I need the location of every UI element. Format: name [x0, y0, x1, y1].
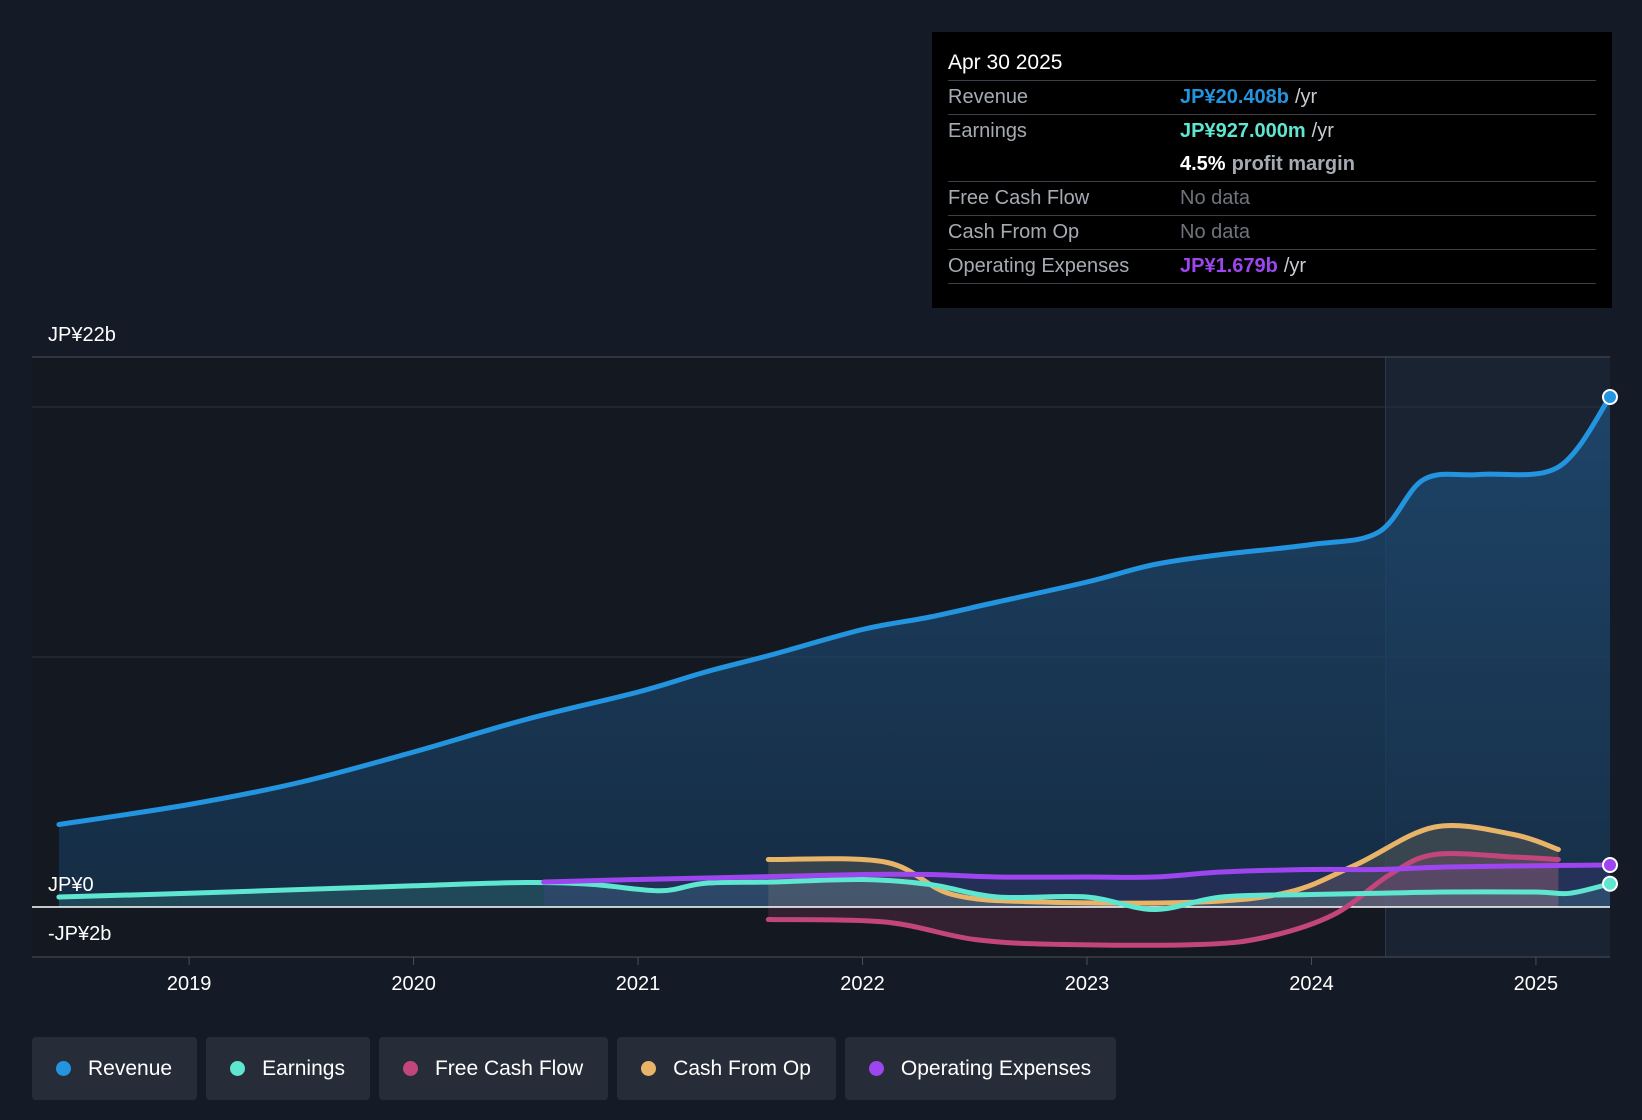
- y-axis-label: JP¥0: [48, 874, 94, 896]
- tooltip-panel: Apr 30 2025 Revenue JP¥20.408b /yr Earni…: [932, 32, 1612, 308]
- tooltip-label: Cash From Op: [948, 221, 1080, 243]
- chart-canvas: JP¥22b JP¥0 -JP¥2b 2019 2020 2021 2022 2023 2024…: [32, 324, 1618, 995]
- tooltip-margin-text: profit margin: [1231, 153, 1355, 175]
- legend-label: Free Cash Flow: [434, 1056, 584, 1080]
- legend-item-earnings[interactable]: Earnings: [206, 1037, 370, 1100]
- tooltip-cfo-value: No data: [1180, 221, 1251, 243]
- tooltip-row-earnings: Earnings JP¥927.000m /yr: [948, 114, 1596, 148]
- tooltip-revenue-value: JP¥20.408b: [1180, 86, 1289, 108]
- x-tick-label: 2022: [840, 973, 885, 995]
- x-tick-label: 2023: [1065, 973, 1110, 995]
- tooltip-label: Free Cash Flow: [948, 187, 1090, 209]
- tooltip-row-opex: Operating Expenses JP¥1.679b /yr: [948, 249, 1596, 284]
- opex-line: [541, 862, 1613, 885]
- fcf-line: [765, 851, 1561, 948]
- tooltip-label: Revenue: [948, 86, 1029, 108]
- tooltip-fcf-value: No data: [1180, 187, 1251, 209]
- x-tick-label: 2019: [167, 973, 212, 995]
- tooltip-label: Earnings: [948, 120, 1027, 142]
- tooltip-margin-value: 4.5%: [1180, 153, 1226, 175]
- revenue-dot-icon: [56, 1061, 71, 1076]
- tooltip-unit: /yr: [1283, 255, 1307, 277]
- opex-area: [543, 865, 1610, 907]
- fcf-area: [768, 853, 1559, 946]
- cfo-area: [768, 825, 1559, 907]
- earnings-line: [56, 876, 1613, 912]
- tooltip-earnings-value: JP¥927.000m: [1180, 120, 1306, 142]
- earnings-end-marker: [1602, 875, 1618, 892]
- opex-dot-icon: [868, 1061, 884, 1076]
- chart-legend: Revenue Earnings Free Cash Flow Cash Fro…: [32, 1037, 1117, 1100]
- x-tick-label: 2020: [391, 973, 436, 995]
- tooltip-unit: /yr: [1294, 86, 1318, 108]
- legend-item-cash-from-op[interactable]: Cash From Op: [617, 1037, 836, 1100]
- legend-label: Operating Expenses: [900, 1056, 1092, 1080]
- legend-item-operating-expenses[interactable]: Operating Expenses: [844, 1037, 1117, 1100]
- tooltip-row-revenue: Revenue JP¥20.408b /yr: [948, 80, 1596, 114]
- tooltip-row-fcf: Free Cash Flow No data: [948, 181, 1596, 215]
- y-axis-label: -JP¥2b: [48, 923, 111, 945]
- revenue-area: [58, 397, 1610, 907]
- tooltip-unit: /yr: [1311, 120, 1334, 142]
- x-tick-label: 2021: [616, 973, 661, 995]
- x-tick-label: 2025: [1514, 973, 1559, 995]
- tooltip-opex-value: JP¥1.679b: [1180, 255, 1278, 277]
- revenue-line: [56, 394, 1613, 827]
- tooltip-row-cfo: Cash From Op No data: [948, 215, 1596, 249]
- y-axis-label: JP¥22b: [48, 324, 116, 346]
- tooltip-label: Operating Expenses: [948, 255, 1130, 277]
- opex-end-marker: [1602, 857, 1618, 873]
- tooltip-date: Apr 30 2025: [948, 51, 1063, 74]
- tooltip-row-margin: 4.5% profit margin: [948, 148, 1596, 181]
- earnings-dot-icon: [230, 1061, 246, 1076]
- fcf-dot-icon: [402, 1061, 418, 1076]
- legend-label: Revenue: [88, 1056, 173, 1080]
- legend-item-revenue[interactable]: Revenue: [32, 1037, 198, 1100]
- cfo-dot-icon: [641, 1061, 657, 1076]
- revenue-end-marker: [1602, 389, 1618, 405]
- legend-item-free-cash-flow[interactable]: Free Cash Flow: [378, 1037, 609, 1100]
- x-tick-label: 2024: [1289, 973, 1334, 995]
- legend-label: Earnings: [262, 1056, 345, 1080]
- legend-label: Cash From Op: [673, 1056, 811, 1080]
